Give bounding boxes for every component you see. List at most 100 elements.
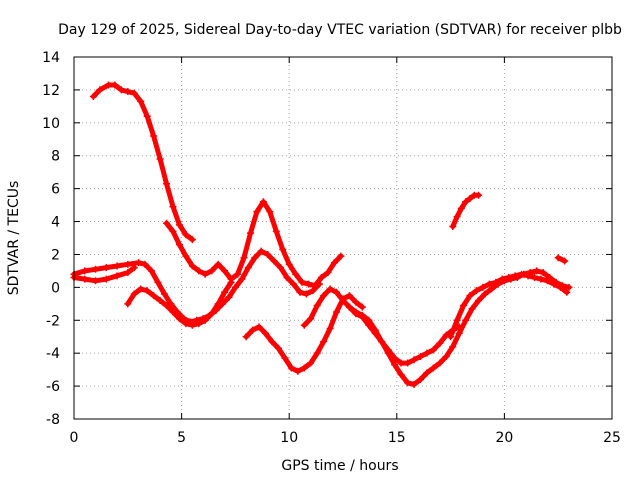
data-point [124, 260, 132, 268]
data-point [345, 292, 353, 300]
data-point [466, 292, 474, 300]
data-point [266, 208, 274, 216]
data-point [251, 254, 259, 262]
data-point [242, 333, 250, 341]
data-point [292, 270, 300, 278]
data-point [539, 269, 547, 277]
data-point [227, 278, 235, 286]
data-point [221, 288, 229, 296]
data-point [345, 303, 353, 311]
data-point [453, 213, 461, 221]
data-point [462, 316, 470, 324]
data-point [182, 231, 190, 239]
data-point [565, 283, 573, 291]
data-point [550, 280, 558, 288]
data-point [182, 320, 190, 328]
data-point [240, 254, 248, 262]
data-point [455, 329, 463, 337]
data-point [175, 221, 183, 229]
data-point [270, 257, 278, 265]
data-point [511, 272, 519, 280]
data-point [175, 241, 183, 249]
data-point [358, 311, 366, 319]
data-point [96, 86, 104, 94]
data-point [238, 275, 246, 283]
y-tick-label: 6 [51, 182, 60, 198]
data-point [449, 343, 457, 351]
data-point [169, 227, 177, 235]
data-point [274, 344, 282, 352]
series-track-1 [89, 81, 196, 244]
data-point [253, 208, 261, 216]
data-point [475, 297, 483, 305]
data-point [104, 81, 112, 89]
series-track-2 [163, 198, 345, 290]
data-point [561, 257, 569, 265]
data-point [255, 323, 263, 331]
data-point [537, 275, 545, 283]
data-point [404, 379, 412, 387]
data-point [466, 195, 474, 203]
data-point [92, 265, 100, 273]
data-point [225, 293, 233, 301]
data-point [305, 280, 313, 288]
data-point [208, 267, 216, 275]
x-tick-label: 25 [603, 430, 621, 446]
data-point [137, 285, 145, 293]
data-point [423, 369, 431, 377]
y-tick-label: -8 [46, 412, 60, 428]
data-point [410, 356, 418, 364]
data-point [147, 267, 155, 275]
data-point [531, 273, 539, 281]
y-tick-label: 14 [42, 50, 60, 66]
data-point [315, 280, 323, 288]
data-point [137, 97, 145, 105]
data-point [141, 260, 149, 268]
data-point [81, 267, 89, 275]
data-point [498, 275, 506, 283]
data-point [333, 308, 341, 316]
data-point [333, 288, 341, 296]
data-point [143, 287, 151, 295]
series-track-4 [124, 278, 235, 329]
data-point [81, 275, 89, 283]
data-point [320, 292, 328, 300]
data-point [326, 285, 334, 293]
data-point [449, 222, 457, 230]
data-point [163, 301, 171, 309]
data-point [262, 329, 270, 337]
y-tick-label: -2 [46, 313, 60, 329]
data-point [294, 367, 302, 375]
data-point [234, 270, 242, 278]
data-point [268, 338, 276, 346]
data-point [175, 315, 183, 323]
data-point [124, 300, 132, 308]
data-point [163, 219, 171, 227]
data-point [156, 155, 164, 163]
data-point [563, 288, 571, 296]
y-tick-label: 0 [51, 280, 60, 296]
data-point [309, 287, 317, 295]
data-point [283, 273, 291, 281]
data-point [436, 359, 444, 367]
data-point [307, 315, 315, 323]
x-tick-label: 10 [280, 430, 298, 446]
x-axis-label: GPS time / hours [281, 458, 398, 474]
data-point [429, 346, 437, 354]
data-point [302, 290, 310, 298]
data-point [201, 316, 209, 324]
data-point [391, 361, 399, 369]
data-point [169, 308, 177, 316]
series-trace [90, 82, 195, 243]
series-track-11 [554, 254, 569, 265]
data-point [554, 254, 562, 262]
data-point [447, 333, 455, 341]
data-point [397, 359, 405, 367]
data-point [352, 308, 360, 316]
data-point [195, 320, 203, 328]
data-point [326, 325, 334, 332]
y-tick-label: 8 [51, 149, 60, 165]
data-point [457, 204, 465, 212]
data-point [313, 349, 321, 357]
data-point [150, 132, 158, 140]
